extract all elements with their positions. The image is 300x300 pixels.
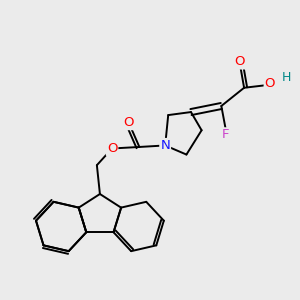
Text: H: H (282, 70, 291, 84)
Text: N: N (160, 139, 170, 152)
Text: O: O (265, 77, 275, 90)
Text: F: F (222, 128, 230, 141)
Text: O: O (234, 56, 245, 68)
Text: O: O (107, 142, 117, 155)
Text: O: O (124, 116, 134, 129)
